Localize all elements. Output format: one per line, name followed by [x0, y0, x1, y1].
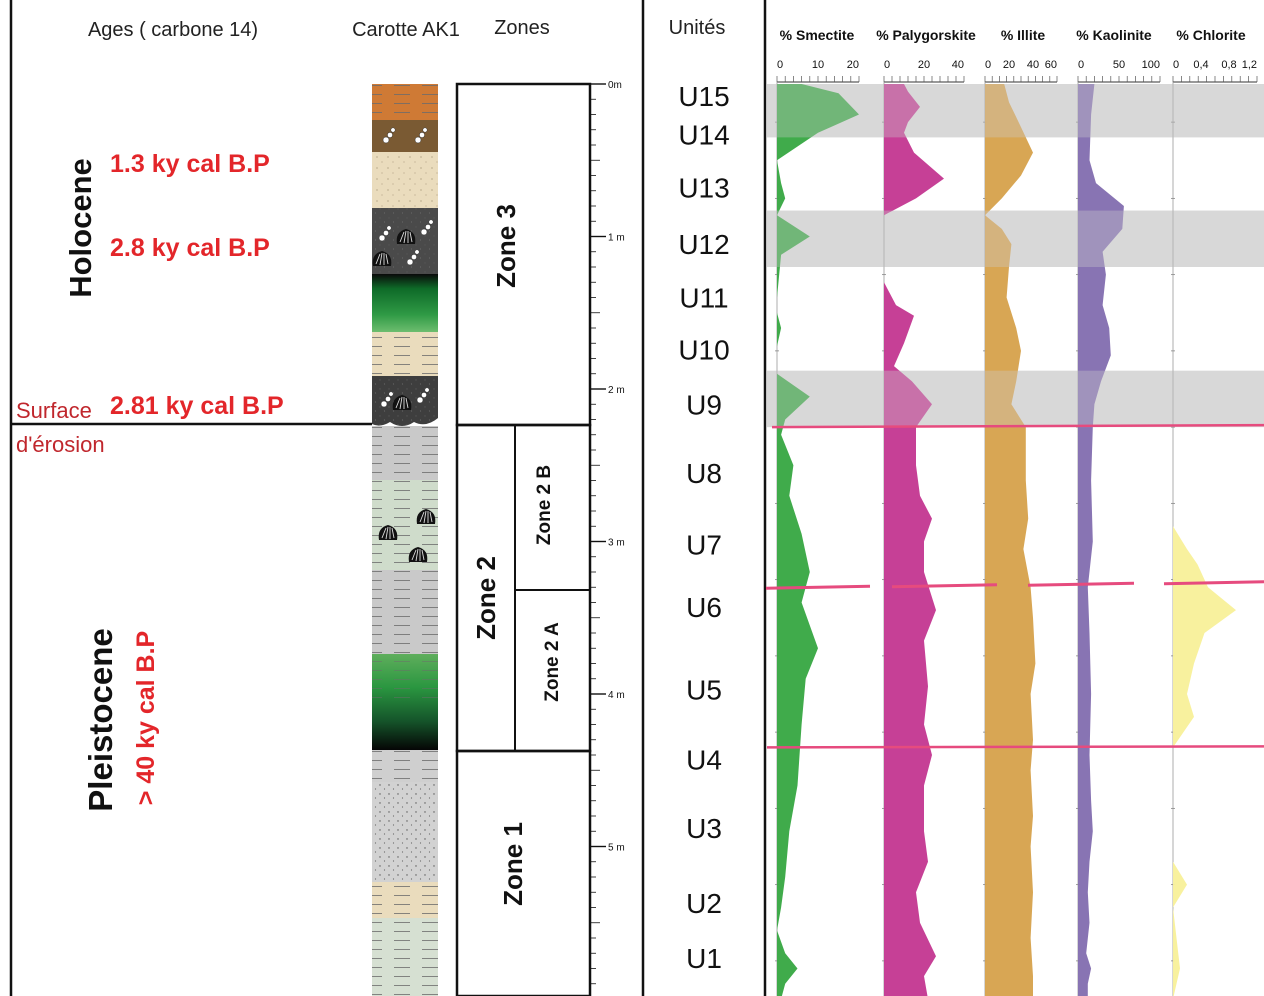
panel-tick-label: 20	[918, 59, 930, 71]
unit-label: U7	[686, 530, 722, 561]
panel-1: % Smectite 0 10 20	[775, 27, 860, 996]
pleistocene-label: Pleistocene	[82, 628, 119, 811]
mineral-area	[985, 84, 1036, 996]
date-label-2: 2.8 ky cal B.P	[110, 234, 270, 262]
zone1-label: Zone 1	[498, 822, 528, 906]
pleistocene-age-label: > 40 ky cal B.P	[132, 631, 160, 805]
units-column: U15 U14 U13 U12 U11 U10 U9 U8 U7 U6 U5 U4 U3 U2 U1	[678, 81, 729, 974]
depth-label: 3 m	[608, 538, 625, 549]
depth-scale: 0m1 m2 m3 m4 m5 m6 m	[589, 80, 625, 996]
zone-boundary-lines	[765, 423, 1264, 749]
unit-label: U13	[678, 173, 729, 204]
unit-label: U11	[679, 283, 728, 314]
date-label-3: 2.81 ky cal B.P	[110, 392, 284, 420]
unit-label: U10	[678, 334, 729, 365]
mineral-area	[777, 84, 859, 996]
erosion-label-line1: Surface	[16, 398, 92, 423]
panel-tick-label: 40	[1027, 59, 1039, 71]
shaded-band	[767, 210, 1264, 267]
unit-label: U4	[686, 745, 722, 776]
unit-label: U12	[678, 229, 729, 260]
zone-boundary-segment	[765, 584, 871, 590]
panel-header: % Chlorite	[1176, 27, 1245, 43]
panel-tick-label: 0	[985, 59, 991, 71]
header-zones: Zones	[494, 17, 550, 39]
shaded-band-overlay	[767, 370, 1264, 428]
panel-tick-label: 0	[884, 59, 890, 71]
zone2-label: Zone 2	[471, 556, 501, 640]
mineral-area	[1078, 84, 1124, 996]
panel-4: % Kaolinite 0 50 100	[1076, 27, 1161, 996]
panel-header: % Kaolinite	[1076, 27, 1152, 43]
panel-header: % Illite	[1001, 27, 1046, 43]
zone3-label: Zone 3	[491, 204, 521, 288]
unit-label: U9	[686, 389, 722, 420]
panel-header: % Palygorskite	[876, 27, 976, 43]
zone2b-label: Zone 2 B	[534, 465, 555, 545]
zone2a-label: Zone 2 A	[542, 622, 563, 702]
unit-label: U15	[678, 81, 729, 112]
panel-tick-label: 0	[1078, 59, 1084, 71]
panel-tick-label: 10	[812, 59, 824, 71]
holocene-label: Holocene	[63, 158, 98, 298]
panel-tick-label: 0	[777, 59, 783, 71]
unit-label: U5	[686, 674, 722, 705]
unit-label: U14	[678, 119, 729, 150]
unit-label: U1	[686, 943, 722, 974]
panel-tick-label: 50	[1113, 59, 1125, 71]
panel-tick-label: 20	[847, 59, 859, 71]
zone-boundary-segment	[891, 583, 998, 589]
depth-label: 4 m	[608, 690, 625, 701]
panel-tick-label: 100	[1142, 59, 1160, 71]
depth-label: 1 m	[608, 233, 625, 244]
date-label-1: 1.3 ky cal B.P	[110, 150, 270, 178]
panel-tick-label: 0,8	[1221, 59, 1236, 71]
unit-label: U2	[686, 888, 722, 919]
depth-label: 2 m	[608, 385, 625, 396]
zone-boundary-segment	[1163, 580, 1264, 586]
depth-label: 5 m	[608, 843, 625, 854]
header-core: Carotte AK1	[352, 19, 460, 41]
panel-tick-label: 40	[952, 59, 964, 71]
header-ages: Ages ( carbone 14)	[88, 19, 258, 41]
panel-tick-label: 1,2	[1242, 59, 1257, 71]
erosion-label-line2: d'érosion	[16, 432, 105, 457]
panel-tick-label: 60	[1045, 59, 1057, 71]
panel-2: % Palygorskite 0 20 40	[876, 27, 976, 996]
panel-5: % Chlorite 0 0,4 0,8 1,2	[1171, 27, 1258, 996]
zone-boundary	[771, 423, 1264, 429]
shaded-band-overlay	[767, 210, 1264, 267]
zone-boundary	[766, 745, 1264, 749]
unit-label: U6	[686, 592, 722, 623]
panel-tick-label: 0	[1173, 59, 1179, 71]
unit-label: U8	[686, 458, 722, 489]
depth-label: 0m	[608, 80, 622, 91]
zone-boundary-segment	[1027, 581, 1135, 587]
panel-3: % Illite 0 20 40 60	[983, 27, 1058, 996]
panel-tick-label: 0,4	[1193, 59, 1208, 71]
core-column	[372, 84, 438, 996]
mineral-area	[884, 84, 944, 996]
shaded-band-overlay	[767, 84, 1264, 138]
header-units: Unités	[669, 17, 726, 39]
panel-header: % Smectite	[780, 27, 855, 43]
unit-label: U3	[686, 813, 722, 844]
panel-tick-label: 20	[1003, 59, 1015, 71]
